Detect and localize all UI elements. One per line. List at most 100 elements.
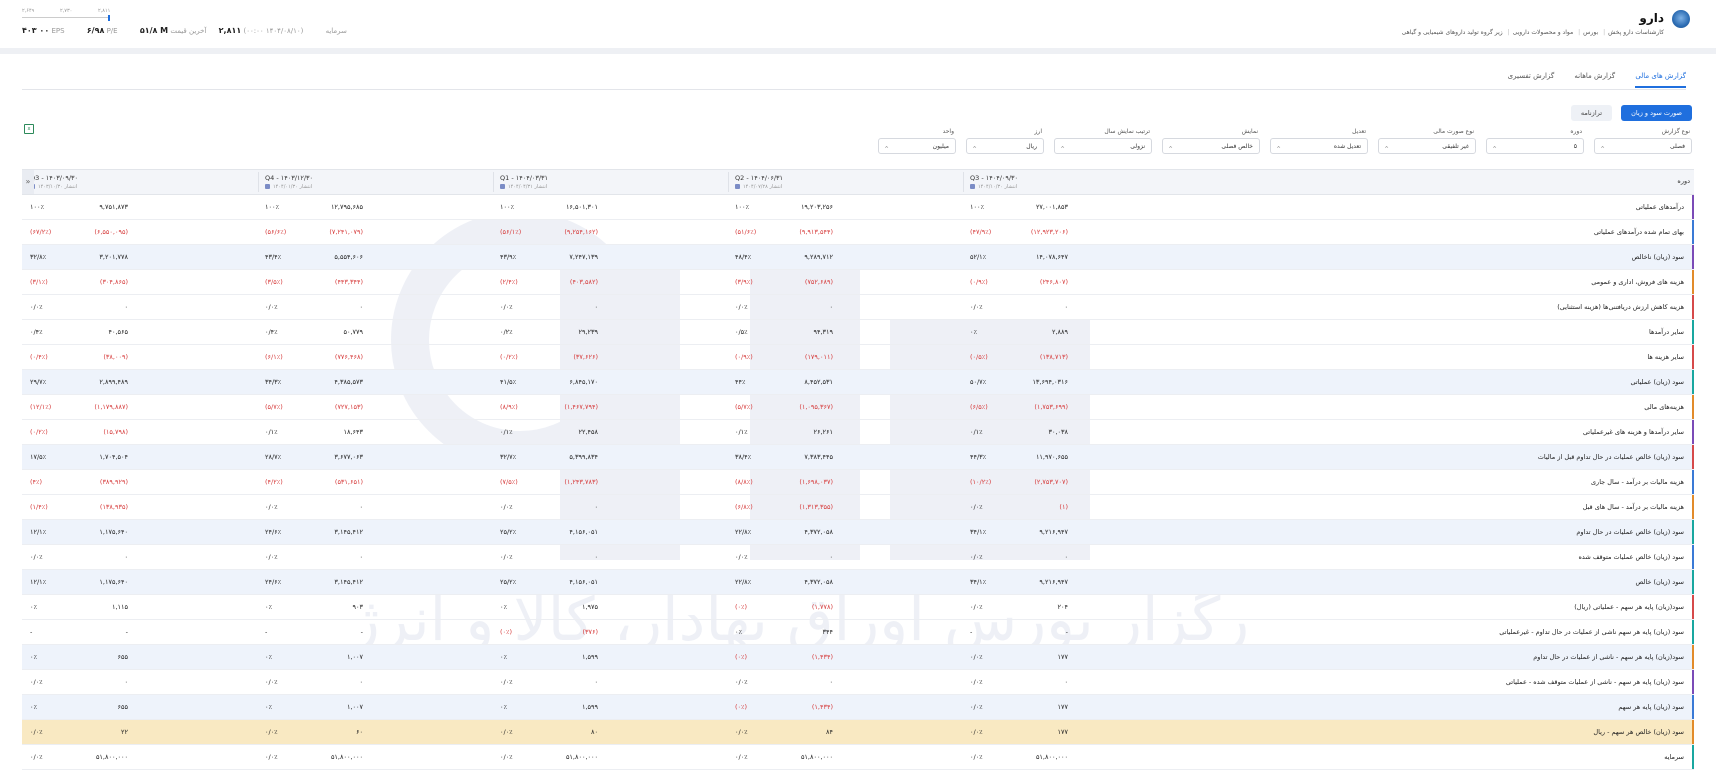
cell-percent: ۰/۴٪ [265,328,278,336]
cell-percent: ۰/۱٪ [265,428,278,436]
cell-value: (۹,۲۵۴,۱۶۲) [564,228,598,236]
cell-percent: (۰٪) [735,653,748,661]
cell-percent: - [970,628,973,636]
cell-percent: ۳۴/۱٪ [970,578,987,586]
cell-percent: ۴۱/۵٪ [500,378,517,386]
cell-value: ۹,۲۱۶,۹۴۷ [1039,578,1068,586]
unit-select[interactable]: میلیون › [878,138,956,154]
table-cell: (۱,۴۳۴) (۰٪) [729,653,959,663]
balance-sheet-button[interactable]: ترازنامه [1570,105,1613,121]
cell-value: ۹,۲۸۹,۷۱۲ [804,253,833,261]
table-cell: (۷۵۲,۶۸۹) (۳/۹٪) [729,278,959,288]
table-cell: ۰ ۰/۰٪ [964,303,1194,313]
breadcrumb-item[interactable]: کارشناسات دارو پخش [1608,29,1664,36]
collapse-columns-button[interactable]: « [22,170,34,194]
cell-percent: ۱۷/۵٪ [30,453,47,461]
cell-value: ۸۴ [826,728,833,736]
cell-value: (۱,۴۳۴) [811,653,833,661]
table-cell: ۱۷۷ ۰/۰٪ [964,703,1194,713]
tab-monthly-report[interactable]: گزارش ماهانه [1574,72,1616,80]
cell-percent: (۰/۲٪) [500,353,518,361]
breadcrumb-item[interactable]: بورس [1583,29,1599,36]
row-label: سود (زیان) ناخالص [1631,253,1684,261]
breadcrumb-item[interactable]: زیر گروه تولید داروهای شیمیایی و گیاهی [1401,29,1503,36]
cell-percent: ۰٪ [265,603,272,611]
cell-percent: ۱۰۰٪ [265,203,279,211]
cell-value: ۱۷۷ [1057,653,1068,661]
table-cell: ۲۲ ۰/۰٪ [24,728,254,738]
table-cell: ۳,۱۴۵,۴۱۲ ۲۴/۶٪ [259,528,489,538]
cell-value: ۰ [124,678,129,686]
table-cell: ۰ ۰/۰٪ [494,303,724,313]
cell-value: ۱,۰۰۷ [346,653,363,661]
cell-value: (۱,۱۷۹,۸۸۷) [94,403,128,411]
cell-value: ۶۵۵ [117,653,128,661]
table-cell: (۳۸۹,۹۲۹) (۴٪) [24,478,254,488]
table-cell: (۱۲,۹۲۳,۲۰۶) (۴۷/۹٪) [964,228,1194,238]
table-cell: ۱۹,۲۰۳,۲۵۶ ۱۰۰٪ [729,203,959,213]
cell-value: ۳۰,۰۳۸ [1048,428,1068,436]
cell-value: ۵۱,۸۰۰,۰۰۰ [330,753,363,761]
table-cell: ۲,۸۸۹ ۰٪ [964,328,1194,338]
table-cell: -- [24,628,254,638]
column-header: Q3 - ۱۴۰۴/۰۹/۳۰ انتشار ۱۴۰۴/۱۰/۳۰ [963,172,1194,192]
table-cell: (۱,۷۷۸) (۰٪) [729,603,959,613]
row-label: بهای تمام شده درآمدهای عملیاتی [1593,228,1684,236]
tab-financial-reports[interactable]: گزارش های مالی [1635,72,1686,88]
cell-value: (۱۷۹,۰۱۱) [804,353,833,361]
filter-display: نمایش خالص فصلی › [1162,128,1260,156]
income-statement-button[interactable]: صورت سود و زیان [1621,105,1692,121]
company-logo-icon [1672,10,1690,28]
cell-value: ۲۲ [121,728,128,736]
table-cell: ۵۱,۸۰۰,۰۰۰ ۰/۰٪ [729,753,959,763]
cell-value: ۰ [1064,678,1069,686]
cell-percent: (۴/۲٪) [265,478,283,486]
table-cell: ۵۰,۷۷۹ ۰/۴٪ [259,328,489,338]
table-cell: ۲۰۴ ۰/۰٪ [964,603,1194,613]
statement-type-select[interactable]: غیر تلفیقی › [1378,138,1476,154]
currency-select[interactable]: ریال › [966,138,1044,154]
display-select[interactable]: خالص فصلی › [1162,138,1260,154]
cell-percent: ۱۰۰٪ [735,203,749,211]
cell-value: ۱۹,۲۰۳,۲۵۶ [800,203,833,211]
row-accent [1692,520,1694,544]
cell-percent: (۶۷/۲٪) [30,228,52,236]
cell-percent: (۰/۵٪) [970,353,988,361]
table-cell: ۱,۰۰۷ ۰٪ [259,703,489,713]
cell-value: ۵۱,۸۰۰,۰۰۰ [95,753,128,761]
row-label: سایر درآمدها [1648,328,1684,336]
table-row: درآمدهای عملیاتی ۲۷,۰۰۱,۸۵۳ ۱۰۰٪ ۱۹,۲۰۳,۲۵۶… [22,195,1694,220]
report-type-select[interactable]: فصلی › [1594,138,1692,154]
cell-percent: ۰/۰٪ [970,703,983,711]
cell-percent: ۲۵/۲٪ [500,578,517,586]
table-cell: ۱,۱۱۵ ۰٪ [24,603,254,613]
top-header: ۲,۶۴۹ ۲,۷۳۰ ۲,۸۱۱ ۴۰۳ ۰۰ EPS ۶/۹۸ P/E ۵۱… [0,0,1716,49]
table-cell: ۴۰,۵۶۵ ۰/۴٪ [24,328,254,338]
cell-value: ۰ [594,678,599,686]
cell-percent: ۰/۰٪ [735,753,748,761]
cell-percent: ۰/۰٪ [500,503,513,511]
cell-percent: (۸/۸٪) [735,478,753,486]
tab-interpretive-report[interactable]: گزارش تفسیری [1507,72,1555,80]
breadcrumb-item[interactable]: مواد و محصولات دارویی [1512,29,1574,36]
row-header-label: دوره [1677,177,1690,185]
excel-export-icon[interactable]: x [24,124,34,134]
table-cell: ۶۵۵ ۰٪ [24,703,254,713]
cell-percent: ۰٪ [30,603,37,611]
cell-value: (۵۳۱,۶۵۱) [334,478,363,486]
table-cell: ۲۷,۰۰۱,۸۵۳ ۱۰۰٪ [964,203,1194,213]
cell-value: ۸,۴۵۲,۵۳۱ [804,378,833,386]
cell-percent: ۱۲/۱٪ [30,528,47,536]
row-accent [1692,195,1694,219]
period-select[interactable]: ۵ › [1486,138,1584,154]
row-label: هزینه مالیات بر درآمد - سال جاری [1590,478,1684,486]
adjustment-select[interactable]: تعدیل شده › [1270,138,1368,154]
year-order-select[interactable]: نزولی › [1054,138,1152,154]
cell-percent: ۰/۰٪ [265,303,278,311]
table-cell: ۱,۰۰۷ ۰٪ [259,653,489,663]
table-cell: ۰ ۰/۰٪ [729,303,959,313]
cell-percent: ۳۲/۸٪ [30,253,47,261]
cell-percent: ۰/۵٪ [735,328,748,336]
cell-percent: ۰/۴٪ [30,328,43,336]
table-cell: ۶۵۵ ۰٪ [24,653,254,663]
